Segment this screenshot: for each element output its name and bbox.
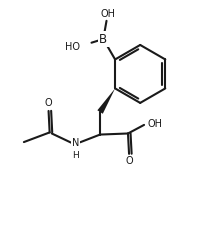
Text: OH: OH	[147, 119, 162, 129]
Text: H: H	[72, 151, 79, 160]
Text: OH: OH	[100, 9, 115, 19]
Text: O: O	[125, 156, 133, 166]
Polygon shape	[97, 89, 115, 114]
Text: O: O	[45, 98, 52, 108]
Text: N: N	[72, 138, 79, 148]
Text: HO: HO	[65, 42, 80, 52]
Text: B: B	[99, 33, 107, 45]
